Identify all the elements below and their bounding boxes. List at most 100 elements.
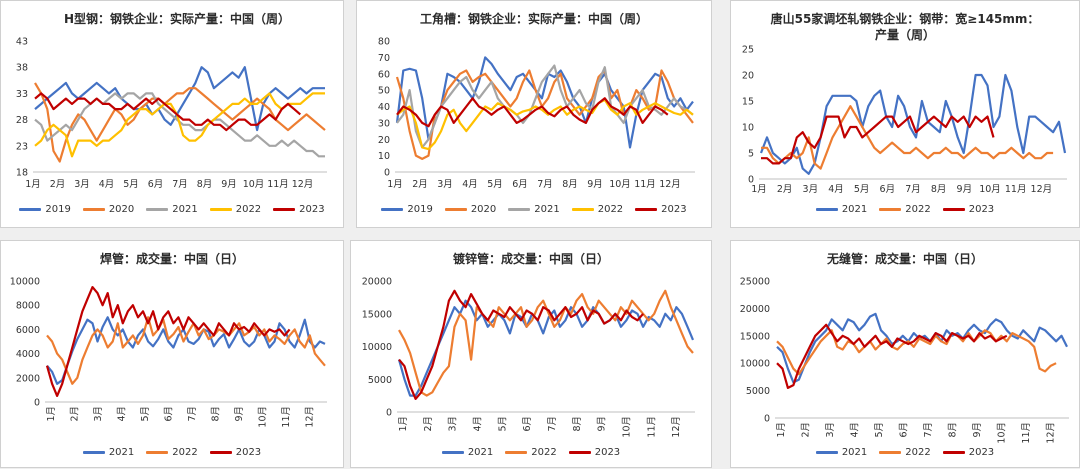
chart-panel-strip-steel: 唐山55家调坯轧钢铁企业：钢带：宽≥145mm： 产量（周） 0 5 10 15 20 2… [730,0,1080,228]
legend-item-2022: 2022 [146,447,198,458]
legend-item-2022: 2022 [571,204,623,215]
x-tick-label: 2月 [412,179,428,190]
chart-title: 焊管：成交量：中国（日） [99,252,244,266]
chart-panel-h-beam: H型钢：钢铁企业：实际产量：中国（周） 18 23 28 33 38 43 1月 2月 3月 4月… [0,0,344,228]
x-tick-label: 7月 [537,179,553,190]
x-tick-label: 7月 [905,184,921,195]
x-tick-label: 10月 [979,184,1001,195]
series-line-2022 [398,289,694,397]
x-tick-label: 5月 [497,416,508,432]
legend-swatch [505,450,528,454]
y-tick-label: 40 [378,102,390,113]
x-tick-label: 6月 [164,406,175,422]
x-tick-label: 12月 [292,179,314,190]
legend-label: 2019 [407,204,433,215]
x-tick-label: 3月 [825,422,836,438]
legend-swatch [942,450,965,454]
legend-swatch [879,450,902,454]
series-line-2019 [34,66,325,132]
legend-swatch [879,207,902,211]
legend-label: 2021 [467,447,494,458]
x-tick-label: 10月 [622,416,633,438]
series-line-2021 [396,64,694,149]
legend-label: 2019 [45,204,71,215]
y-tick-label: 0 [764,414,770,425]
x-tick-label: 6月 [512,179,528,190]
x-tick-label: 4月 [462,179,478,190]
y-tick-label: 25000 [740,277,770,288]
legend-label: 2023 [661,204,687,215]
legend-label: 2021 [172,204,198,215]
legend-swatch [146,450,169,454]
series-line-2021 [46,316,326,385]
x-tick-label: 3月 [803,184,819,195]
series-line-2023 [396,97,669,128]
x-tick-label: 4月 [473,416,484,432]
y-tick-label: 80 [378,37,390,48]
x-tick-label: 12月 [1046,422,1057,444]
y-tick-label: 10000 [740,359,770,370]
x-tick-label: 11月 [267,179,289,190]
legend-item-2023: 2023 [209,447,262,458]
x-tick-label: 8月 [948,422,959,438]
y-tick-label: 6000 [16,325,40,336]
legend-item-2020: 2020 [82,204,135,215]
legend-label: 2023 [235,447,262,458]
x-tick-label: 3月 [74,179,90,190]
y-tick-label: 28 [16,115,28,126]
y-tick-label: 38 [16,63,28,74]
legend-label: 2021 [841,447,868,458]
x-tick-label: 8月 [197,179,213,190]
series-line-2022 [34,92,325,158]
x-tick-label: 1月 [398,416,409,432]
legend-swatch [568,450,591,454]
chart-plot: 0 5000 10000 15000 20000 1月 2月 3月 4月 5月 6月 7月 8月 9月 10… [362,277,695,438]
y-tick-label: 5000 [368,375,392,386]
chart-legend: 2021 2022 2023 [731,204,1079,215]
x-tick-label: 8月 [572,416,583,432]
y-tick-label: 20 [742,71,754,82]
legend-item-2022: 2022 [879,447,931,458]
legend-item-2023: 2023 [942,204,994,215]
legend-label: 2023 [594,447,621,458]
legend-item-2021: 2021 [82,447,135,458]
legend-swatch [441,450,464,454]
legend-swatch [209,450,232,454]
legend-label: 2021 [841,204,868,215]
legend-label: 2020 [108,204,135,215]
legend-item-2021: 2021 [441,447,494,458]
y-tick-label: 0 [34,398,40,409]
legend-label: 2022 [905,204,931,215]
legend-label: 2021 [534,204,560,215]
chart-title: 唐山55家调坯轧钢铁企业：钢带：宽≥145mm： 产量（周） [770,12,1040,42]
x-tick-label: 11月 [1021,422,1032,444]
legend-item-2022: 2022 [505,447,557,458]
chart-legend: 2021 2022 2023 [731,447,1079,458]
legend-item-2021: 2021 [815,447,868,458]
x-tick-label: 5月 [123,179,139,190]
chart-plot: 0 5000 10000 15000 20000 25000 1月 2月 3月 4月 5月 6月 7月 8… [740,277,1069,444]
series-line-2022 [761,105,1054,170]
chart-panel-galvanized-pipe: 镀锌管：成交量：中国（日） 0 5000 10000 15000 20000 1月 2月 3月… [350,240,712,468]
legend-label: 2021 [108,447,135,458]
y-tick-label: 70 [378,53,390,64]
legend-swatch [82,450,105,454]
x-tick-label: 4月 [99,179,115,190]
legend-item-2023: 2023 [568,447,621,458]
chart-panel-welded-pipe: 焊管：成交量：中国（日） 0 2000 4000 6000 8000 10000 1月 2月 3… [0,240,344,468]
legend-item-2022: 2022 [879,204,931,215]
x-tick-label: 11月 [634,179,656,190]
y-tick-label: 25 [742,45,754,56]
x-tick-label: 9月 [597,416,608,432]
legend-item-2023: 2023 [942,447,994,458]
x-tick-label: 1月 [25,179,41,190]
x-tick-label: 6月 [522,416,533,432]
chart-legend: 2021 2022 2023 [351,447,711,458]
y-tick-label: 15 [742,97,754,108]
x-tick-label: 8月 [931,184,947,195]
y-tick-label: 5 [748,149,754,160]
chart-title: 镀锌管：成交量：中国（日） [452,252,609,266]
y-tick-label: 10 [742,123,754,134]
x-tick-label: 10月 [609,179,631,190]
y-tick-label: 10 [378,151,390,162]
